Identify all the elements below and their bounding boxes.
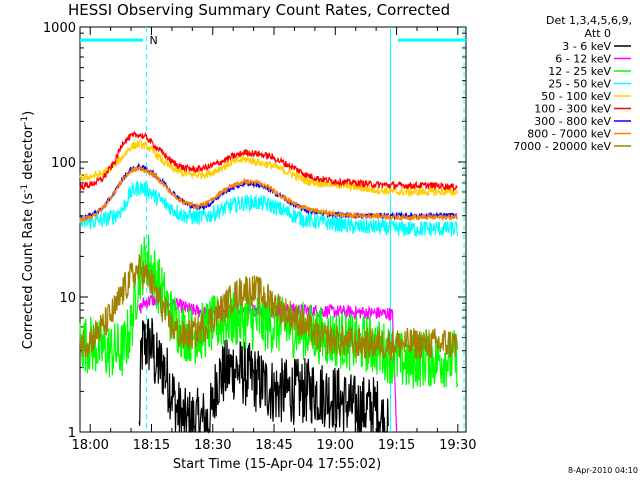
x-tick-label: 19:15 xyxy=(378,438,415,453)
x-tick-label: 18:30 xyxy=(194,438,231,453)
series-line-6 xyxy=(79,130,458,193)
x-tick-label: 18:15 xyxy=(133,438,170,453)
legend-entry-label: 50 - 100 keV xyxy=(541,90,611,103)
legend-entry-label: 12 - 25 keV xyxy=(548,65,611,78)
y-tick-label: 1 xyxy=(68,426,76,441)
x-tick-label: 19:30 xyxy=(439,438,476,453)
legend-entry-label: 800 - 7000 keV xyxy=(527,128,611,141)
legend-entry-label: 6 - 12 keV xyxy=(555,53,611,66)
legend-entry-label: 7000 - 20000 keV xyxy=(513,140,611,153)
legend-entry-label: 3 - 6 keV xyxy=(562,40,611,53)
y-tick-label: 10 xyxy=(59,291,76,306)
plot-frame xyxy=(79,26,467,433)
x-tick-label: 18:00 xyxy=(71,438,108,453)
chart-title: HESSI Observing Summary Count Rates, Cor… xyxy=(68,1,450,19)
legend-entry-label: 100 - 300 keV xyxy=(534,103,611,116)
series-line-9 xyxy=(79,254,458,361)
timestamp: 8-Apr-2010 04:10 xyxy=(568,466,638,475)
legend-header-line-1: Det 1,3,4,5,6,9, xyxy=(546,14,632,27)
x-tick-label: 18:45 xyxy=(255,438,292,453)
y-axis-label: Corrected Count Rate (s-1 detector-1) xyxy=(20,111,36,349)
legend-entry-label: 300 - 800 keV xyxy=(534,115,611,128)
legend-header-line-2: Att 0 xyxy=(585,27,611,40)
series-line-3 xyxy=(79,234,458,389)
tick-labels: 1 10 100 1000 18:00 18:15 18:30 18:45 19:00 19:15… xyxy=(43,21,477,453)
x-axis-label: Start Time (15-Apr-04 17:55:02) xyxy=(173,457,381,472)
series-line-4 xyxy=(79,181,458,238)
y-tick-label: 100 xyxy=(51,156,76,171)
series-line-7 xyxy=(79,162,458,222)
series-line-1 xyxy=(138,317,389,435)
series-lines xyxy=(79,130,458,435)
x-tick-label: 19:00 xyxy=(317,438,354,453)
y-tick-label: 1000 xyxy=(43,21,76,36)
annotation-label: N xyxy=(149,34,157,47)
legend-entry-label: 25 - 50 keV xyxy=(548,78,611,91)
night-bars: N xyxy=(80,34,466,47)
series-line-8 xyxy=(79,164,458,224)
